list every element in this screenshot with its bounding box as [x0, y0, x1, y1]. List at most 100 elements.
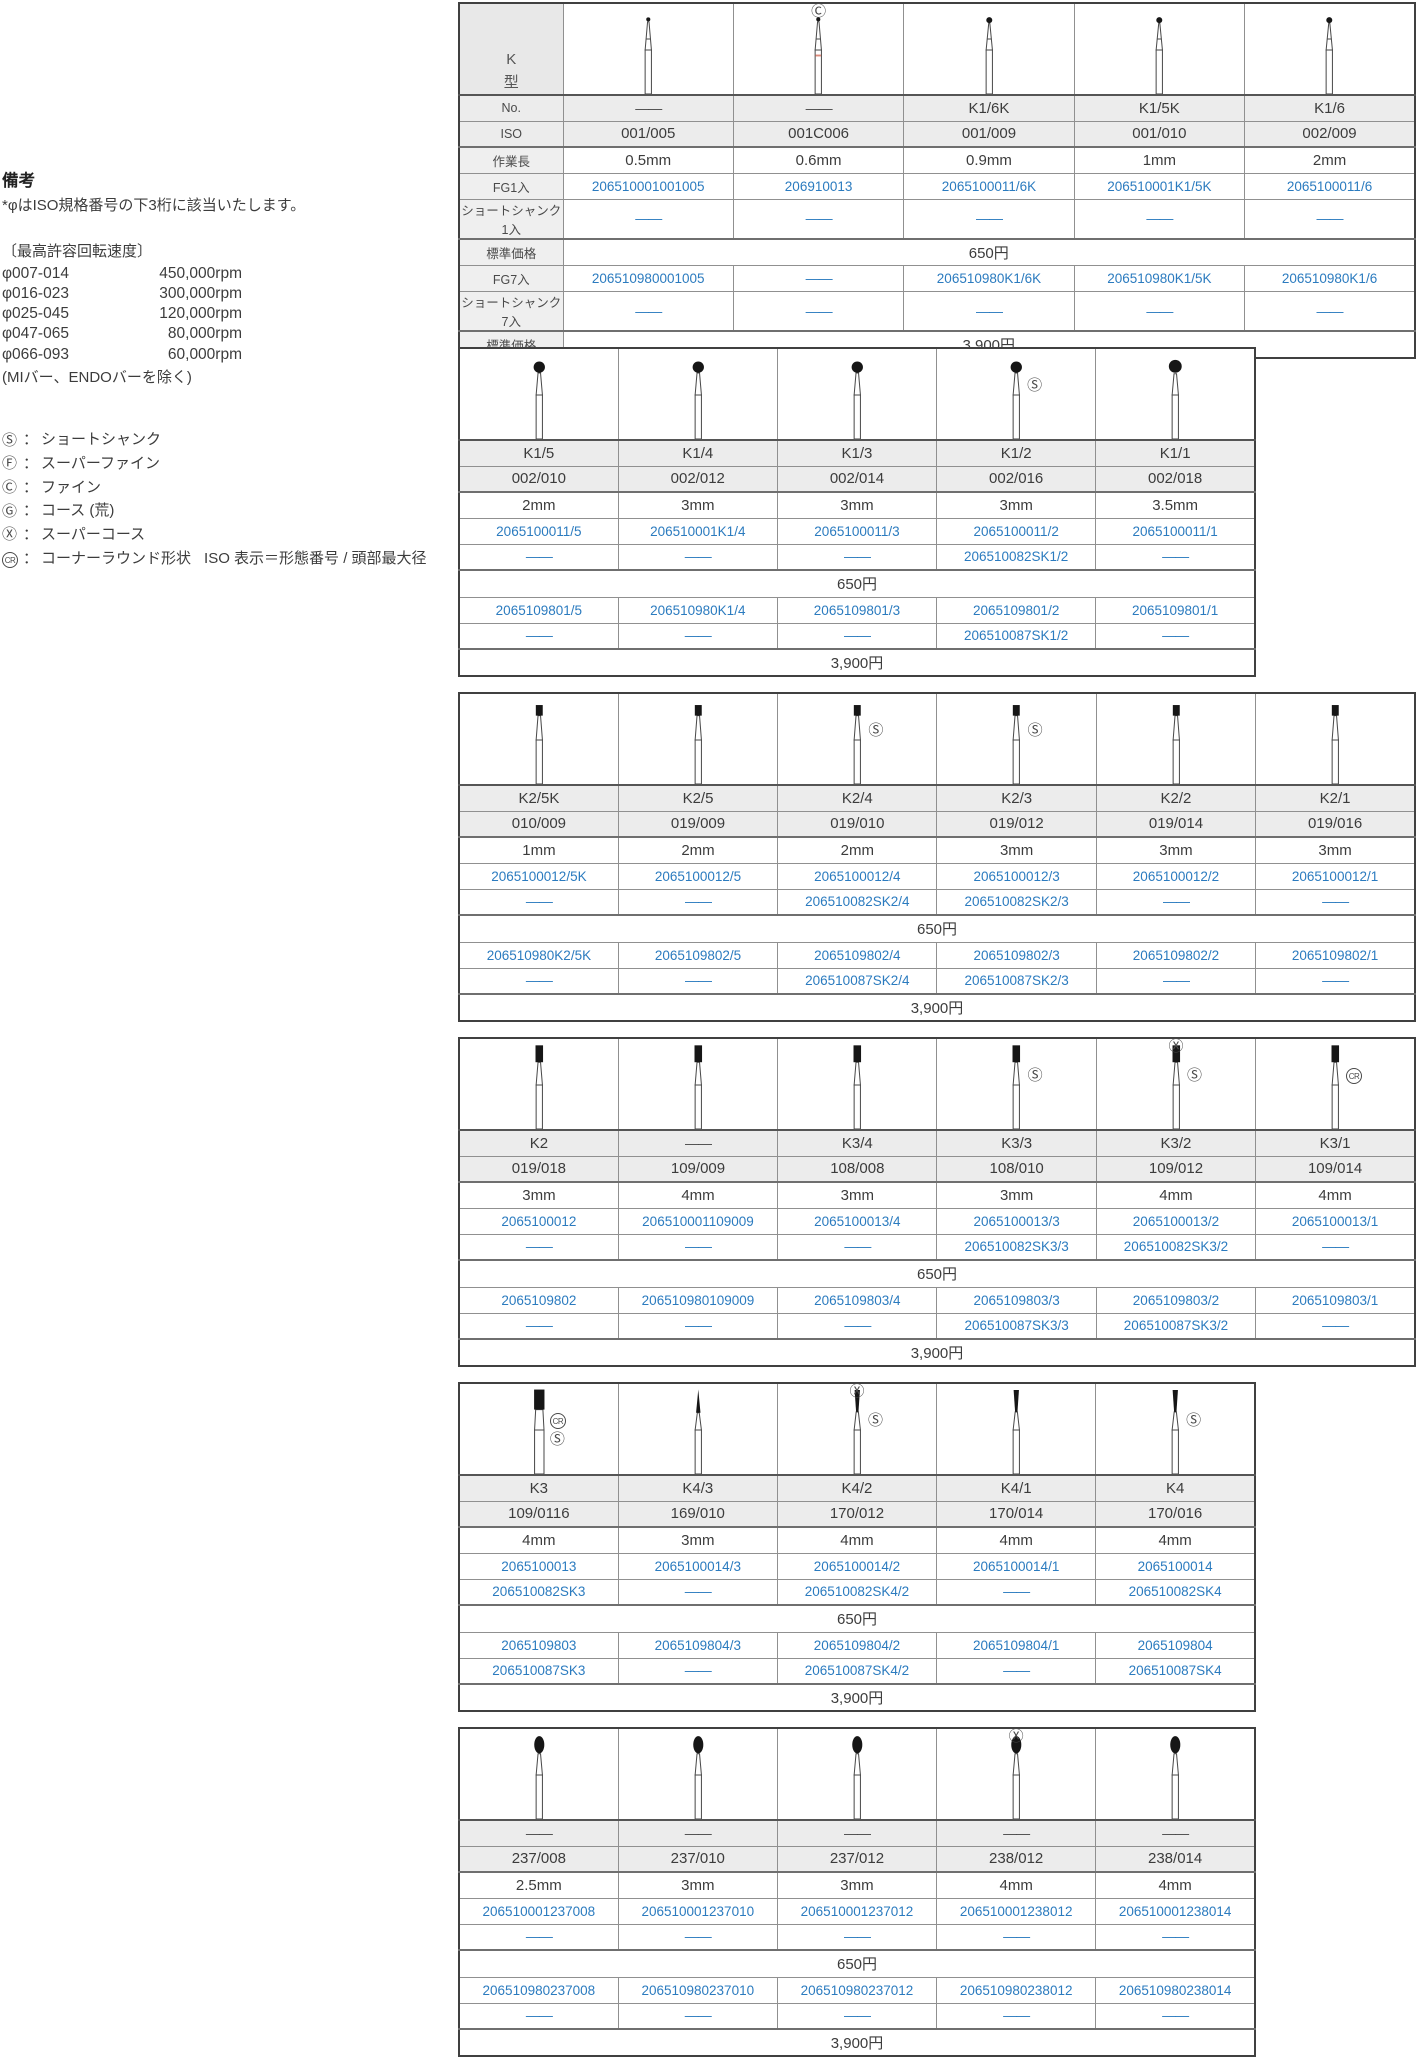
- working-length: 3mm: [776, 491, 938, 519]
- no-item-dash: ——: [525, 627, 553, 644]
- no-item-dash: ——: [805, 302, 833, 319]
- order-code-link[interactable]: 2065100011/1: [1132, 523, 1218, 539]
- fg1-code-cell: 2065100011/1: [1095, 517, 1256, 545]
- order-code-link[interactable]: 206510980K1/4: [650, 602, 746, 618]
- order-code-link[interactable]: 2065109804: [1137, 1637, 1213, 1653]
- order-code-link[interactable]: 2065100014/2: [813, 1558, 901, 1574]
- order-code-link[interactable]: 2065100014: [1137, 1558, 1213, 1574]
- order-code-link[interactable]: 206510980237010: [641, 1982, 755, 1998]
- fg1-code-cell: 2065100014/2: [776, 1552, 938, 1580]
- product-no: ——: [732, 94, 905, 122]
- price-value: 3,900円: [458, 2028, 1256, 2057]
- order-code-link[interactable]: 2065100014/1: [972, 1558, 1060, 1574]
- order-code-link[interactable]: 2065109803: [501, 1637, 577, 1653]
- order-code-link[interactable]: 2065109804/2: [813, 1637, 901, 1653]
- order-code-link[interactable]: 2065100012: [501, 1213, 577, 1229]
- order-code-link[interactable]: 206510001237012: [800, 1903, 914, 1919]
- order-code-link[interactable]: 2065100013/1: [1291, 1213, 1379, 1229]
- order-code-link[interactable]: 206510980237012: [800, 1982, 914, 1998]
- order-code-link[interactable]: 2065100013/3: [973, 1213, 1060, 1229]
- order-code-link[interactable]: 2065109801/2: [972, 602, 1060, 618]
- order-code-link[interactable]: 206510001237008: [482, 1903, 596, 1919]
- working-length: 4mm: [1095, 1526, 1256, 1554]
- iso-code: 108/008: [777, 1155, 938, 1183]
- product-no: K1/3: [776, 439, 938, 467]
- order-code-link[interactable]: 2065109802/4: [814, 947, 901, 963]
- order-code-link[interactable]: 206510082SK3/2: [1123, 1239, 1229, 1255]
- order-code-link[interactable]: 2065100011/5: [496, 523, 582, 539]
- order-code-link[interactable]: 2065100012/1: [1291, 868, 1379, 884]
- order-code-link[interactable]: 206510087SK1/2: [963, 628, 1069, 644]
- order-code-link[interactable]: 2065100013: [501, 1558, 577, 1574]
- product-no: K3/2: [1095, 1129, 1257, 1157]
- order-code-link[interactable]: 2065109802/1: [1291, 947, 1379, 963]
- order-code-link[interactable]: 206510980K1/6K: [936, 271, 1042, 286]
- order-code-link[interactable]: 206510087SK4/2: [804, 1663, 910, 1679]
- order-code-link[interactable]: 206910013: [784, 178, 853, 194]
- order-code-link[interactable]: 206510980001005: [591, 271, 705, 286]
- bur-image-cell: Ⓢ: [936, 347, 1097, 441]
- order-code-link[interactable]: 206510082SK4/2: [804, 1584, 910, 1600]
- order-code-link[interactable]: 206510001238014: [1118, 1903, 1232, 1919]
- bur-image-cell: [1095, 1727, 1256, 1821]
- order-code-link[interactable]: 206510082SK3/3: [964, 1239, 1069, 1255]
- order-code-link[interactable]: 2065109804/3: [654, 1637, 741, 1653]
- order-code-link[interactable]: 206510082SK2/4: [805, 894, 910, 910]
- order-code-link[interactable]: 2065100011/2: [973, 523, 1059, 539]
- order-code-link[interactable]: 2065109803/2: [1132, 1292, 1220, 1308]
- order-code-link[interactable]: 206510087SK3: [492, 1663, 586, 1679]
- fg7-code-cell: 206510980K1/6K: [903, 265, 1075, 292]
- order-code-link[interactable]: 2065100012/5K: [491, 868, 587, 884]
- order-code-link[interactable]: 2065109802/2: [1132, 947, 1220, 963]
- order-code-link[interactable]: 2065100013/4: [814, 1213, 901, 1229]
- order-code-link[interactable]: 206510082SK3: [492, 1584, 586, 1600]
- order-code-link[interactable]: 206510001109009: [642, 1213, 754, 1229]
- order-code-link[interactable]: 206510980109009: [641, 1292, 755, 1308]
- product-no: ——: [936, 1819, 1097, 1847]
- order-code-link[interactable]: 206510087SK3/3: [964, 1318, 1069, 1334]
- working-length: 2mm: [458, 491, 619, 519]
- order-code-link[interactable]: 2065109801/5: [495, 602, 583, 618]
- order-code-link[interactable]: 2065109803/1: [1291, 1292, 1379, 1308]
- order-code-link[interactable]: 206510980237008: [482, 1982, 596, 1998]
- order-code-link[interactable]: 206510001K1/5K: [1107, 178, 1212, 194]
- fg1-code-cell: 2065100012/5K: [458, 862, 619, 890]
- order-code-link[interactable]: 2065100011/3: [814, 523, 900, 539]
- order-code-link[interactable]: 2065100012/3: [973, 868, 1060, 884]
- fg1-code-cell: 2065100012: [458, 1207, 619, 1235]
- order-code-link[interactable]: 206510980K1/5K: [1107, 271, 1212, 286]
- order-code-link[interactable]: 2065100014/3: [654, 1558, 741, 1574]
- order-code-link[interactable]: 206510087SK3/2: [1123, 1318, 1229, 1334]
- order-code-link[interactable]: 2065100012/4: [814, 868, 901, 884]
- order-code-link[interactable]: 2065109801/3: [813, 602, 901, 618]
- order-code-link[interactable]: 2065109802/5: [654, 947, 742, 963]
- order-code-link[interactable]: 2065109803/3: [973, 1292, 1060, 1308]
- order-code-link[interactable]: 2065100011/6K: [941, 178, 1037, 194]
- order-code-link[interactable]: 2065100011/6: [1286, 178, 1373, 194]
- order-code-link[interactable]: 206510001001005: [591, 178, 705, 194]
- legend-row: Ⓧ ：スーパーコース: [2, 523, 454, 547]
- order-code-link[interactable]: 206510082SK4: [1128, 1584, 1222, 1600]
- bur-illustration: [1168, 359, 1182, 439]
- order-code-link[interactable]: 206510980K2/5K: [486, 947, 592, 963]
- order-code-link[interactable]: 206510082SK2/3: [964, 894, 1069, 910]
- order-code-link[interactable]: 2065109804/1: [972, 1637, 1060, 1653]
- order-code-link[interactable]: 2065100013/2: [1132, 1213, 1220, 1229]
- order-code-link[interactable]: 206510087SK2/3: [964, 973, 1069, 989]
- order-code-link[interactable]: 2065109802: [501, 1292, 577, 1308]
- order-code-link[interactable]: 206510082SK1/2: [963, 549, 1069, 565]
- order-code-link[interactable]: 2065109803/4: [814, 1292, 901, 1308]
- fg1-code-cell: 206510001237012: [776, 1897, 938, 1925]
- order-code-link[interactable]: 206510001237010: [641, 1903, 755, 1919]
- order-code-link[interactable]: 2065109802/3: [973, 947, 1060, 963]
- order-code-link[interactable]: 2065100012/5: [654, 868, 742, 884]
- order-code-link[interactable]: 206510980238012: [959, 1982, 1073, 1998]
- order-code-link[interactable]: 2065100012/2: [1132, 868, 1220, 884]
- order-code-link[interactable]: 206510980K1/6: [1281, 271, 1378, 286]
- order-code-link[interactable]: 206510001238012: [959, 1903, 1073, 1919]
- order-code-link[interactable]: 206510001K1/4: [650, 523, 746, 539]
- order-code-link[interactable]: 206510980238014: [1118, 1982, 1232, 1998]
- order-code-link[interactable]: 206510087SK4: [1128, 1663, 1222, 1679]
- order-code-link[interactable]: 206510087SK2/4: [805, 973, 910, 989]
- order-code-link[interactable]: 2065109801/1: [1131, 602, 1219, 618]
